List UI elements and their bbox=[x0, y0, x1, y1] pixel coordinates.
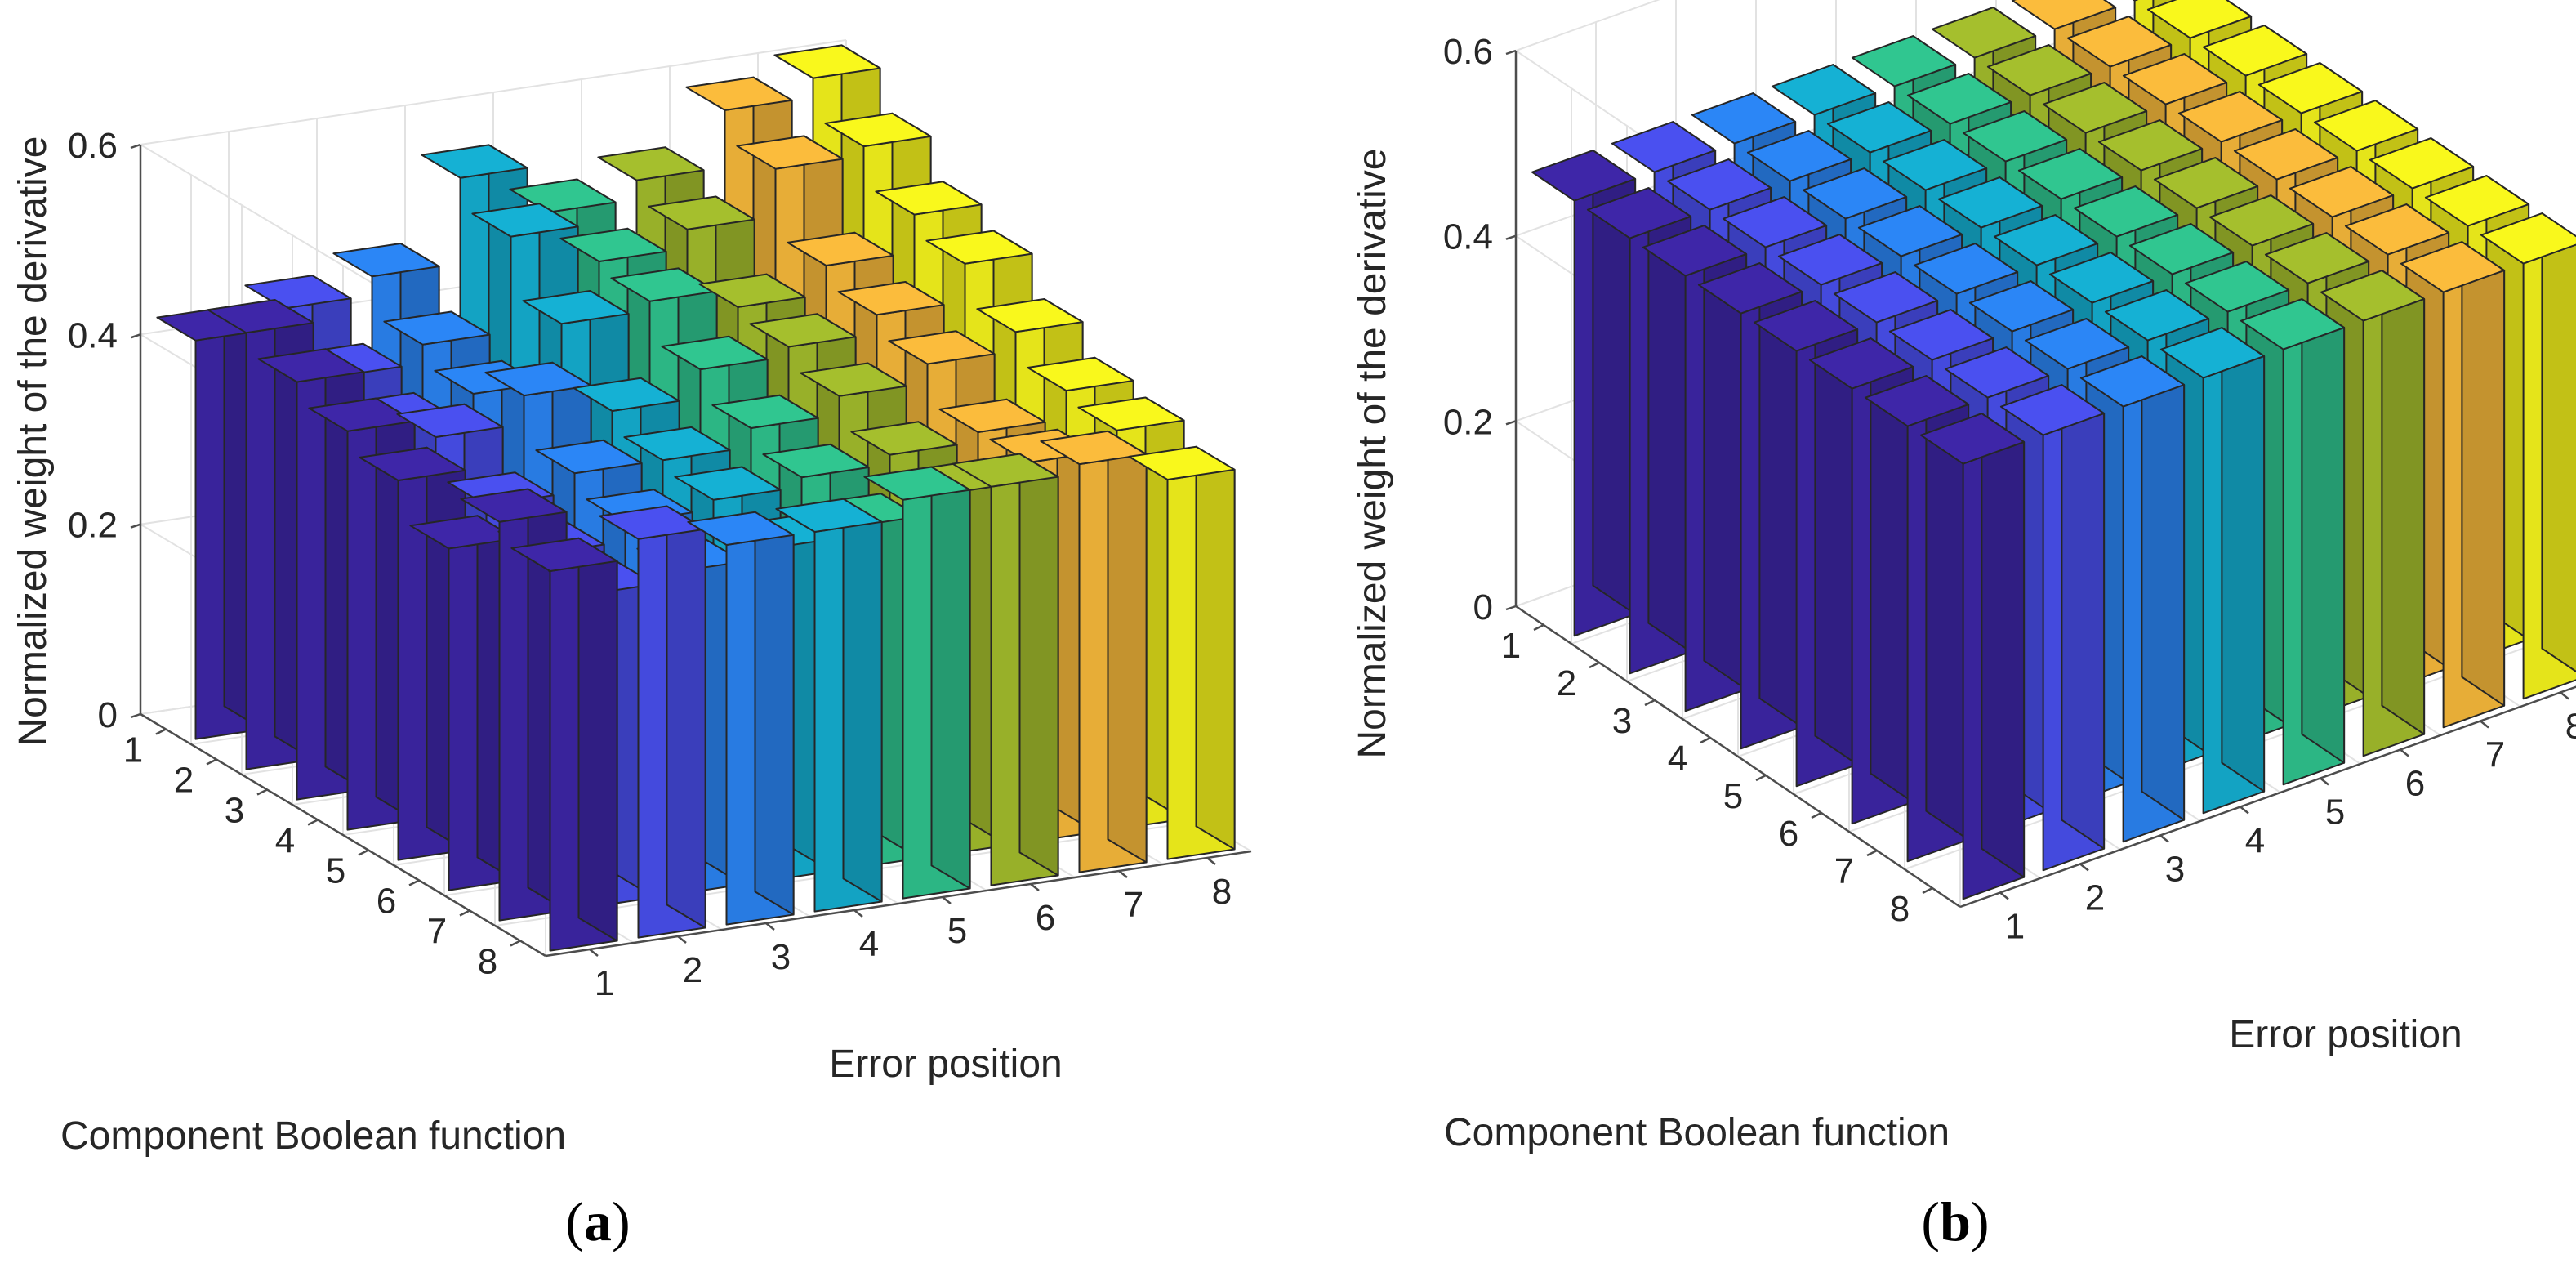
panel-b-x-tick-label: 4 bbox=[2245, 821, 2265, 861]
panel-b-x-tick-label: 6 bbox=[2405, 764, 2425, 804]
panel-b-y-tick-label: 5 bbox=[1723, 776, 1743, 816]
panel-a-x-axis-line bbox=[545, 850, 1252, 958]
panel-a-z-tick-label: 0.2 bbox=[68, 506, 118, 546]
panel-a-z-tick-label: 0.6 bbox=[68, 126, 118, 166]
panel-b-bar bbox=[1753, 300, 1859, 788]
panel-a-x-axis-label: Error position bbox=[829, 1043, 1062, 1086]
panel-b-bar bbox=[2159, 327, 2266, 815]
panel-a-bar bbox=[687, 511, 795, 926]
panel-a-bar bbox=[1040, 430, 1148, 873]
panel-b-z-tick-label: 0.4 bbox=[1443, 217, 1493, 257]
panel-a-x-tick-label: 8 bbox=[1212, 872, 1232, 912]
panel-b-y-tick-label: 4 bbox=[1668, 739, 1687, 779]
panel-b-z-axis-label: Normalized weight of the derivative bbox=[1351, 148, 1394, 758]
panel-a-bar bbox=[599, 505, 706, 939]
panel-b-y-axis-label: Component Boolean function bbox=[1444, 1111, 1950, 1154]
panel-b-x-tick-label: 1 bbox=[2005, 907, 2025, 947]
panel-a-x-tick-label: 1 bbox=[595, 963, 614, 1003]
panel-b-bar bbox=[2240, 298, 2346, 786]
panel-b-y-tick-label: 6 bbox=[1779, 814, 1798, 854]
panel-a-bar bbox=[510, 537, 618, 952]
panel-b-y-tick-label: 7 bbox=[1834, 851, 1854, 891]
panel-b-label: (b) bbox=[1921, 1190, 1989, 1252]
panel-b-bar bbox=[1531, 150, 1637, 637]
panel-a-y-tick-label: 2 bbox=[174, 761, 194, 801]
panel-b-z-tick-label: 0 bbox=[1473, 587, 1493, 627]
panel-a-x-tick-label: 2 bbox=[683, 950, 702, 990]
panel-b-z-tick-label: 0.6 bbox=[1443, 32, 1493, 72]
panel-a-x-tick-label: 6 bbox=[1036, 898, 1055, 938]
panel-b-y-tick-label: 1 bbox=[1501, 626, 1521, 666]
panel-b-x-tick-label: 8 bbox=[2565, 707, 2576, 747]
panel-b-bar bbox=[2079, 355, 2186, 843]
panel-b-bar bbox=[2480, 212, 2576, 700]
panel-a-bar bbox=[1128, 445, 1236, 860]
panel-b-x-tick-label: 3 bbox=[2165, 850, 2185, 890]
panel-b-bars bbox=[1531, 0, 2576, 900]
panel-a-y-tick-label: 5 bbox=[326, 851, 345, 891]
panel-b-bar bbox=[1697, 262, 1803, 750]
panel-a-x-tick-label: 5 bbox=[947, 911, 967, 951]
panel-a-y-axis-line bbox=[140, 712, 546, 958]
panel-a-bars bbox=[156, 44, 1236, 952]
panel-a-bar bbox=[863, 466, 971, 900]
panel-b-x-tick-label: 2 bbox=[2085, 878, 2105, 918]
panel-a-y-tick-label: 4 bbox=[275, 821, 295, 861]
panel-a-y-tick-label: 3 bbox=[225, 791, 244, 831]
panel-b-bar bbox=[1999, 384, 2106, 872]
panel-a-y-tick-label: 7 bbox=[427, 912, 447, 952]
panel-a-bar bbox=[952, 453, 1059, 886]
panel-b-x-axis-label: Error position bbox=[2229, 1013, 2462, 1056]
panel-b-bar bbox=[1864, 375, 1970, 863]
panel-b-y-tick-label: 3 bbox=[1612, 701, 1632, 741]
panel-b-bar bbox=[1642, 225, 1748, 712]
panel-b-x-tick-label: 5 bbox=[2325, 792, 2345, 833]
panel-a-y-tick-label: 6 bbox=[377, 882, 396, 922]
panel-a-x-tick-label: 3 bbox=[771, 937, 791, 977]
panel-b-bar bbox=[2320, 270, 2426, 757]
panel-b-x-axis-line bbox=[1959, 685, 2576, 909]
panel-b-x-tick-label: 7 bbox=[2485, 735, 2505, 775]
panel-a-bar bbox=[775, 498, 883, 913]
panel-b-y-tick-label: 8 bbox=[1890, 889, 1910, 929]
panel-b-bar bbox=[1808, 337, 1914, 825]
panel-b-y-tick-label: 2 bbox=[1557, 663, 1576, 703]
panel-b-y-axis-line bbox=[1515, 605, 1961, 909]
panel-a-z-tick-label: 0 bbox=[98, 695, 118, 735]
panel-a-x-tick-label: 7 bbox=[1124, 885, 1143, 925]
panel-a-z-axis-label: Normalized weight of the derivative bbox=[11, 136, 55, 746]
panel-a-y-tick-label: 1 bbox=[123, 730, 143, 770]
panel-b-bar bbox=[1586, 187, 1692, 675]
panel-a-x-tick-label: 4 bbox=[859, 924, 879, 964]
panel-b-bar bbox=[1919, 413, 2026, 900]
panel-a-z-tick-label: 0.4 bbox=[68, 315, 118, 355]
panel-a-y-axis-label: Component Boolean function bbox=[60, 1114, 566, 1158]
panel-a-y-tick-label: 8 bbox=[478, 942, 497, 982]
panel-a-label: (a) bbox=[565, 1190, 630, 1252]
panel-b-bar bbox=[2400, 241, 2506, 729]
panel-b-z-tick-label: 0.2 bbox=[1443, 402, 1493, 442]
